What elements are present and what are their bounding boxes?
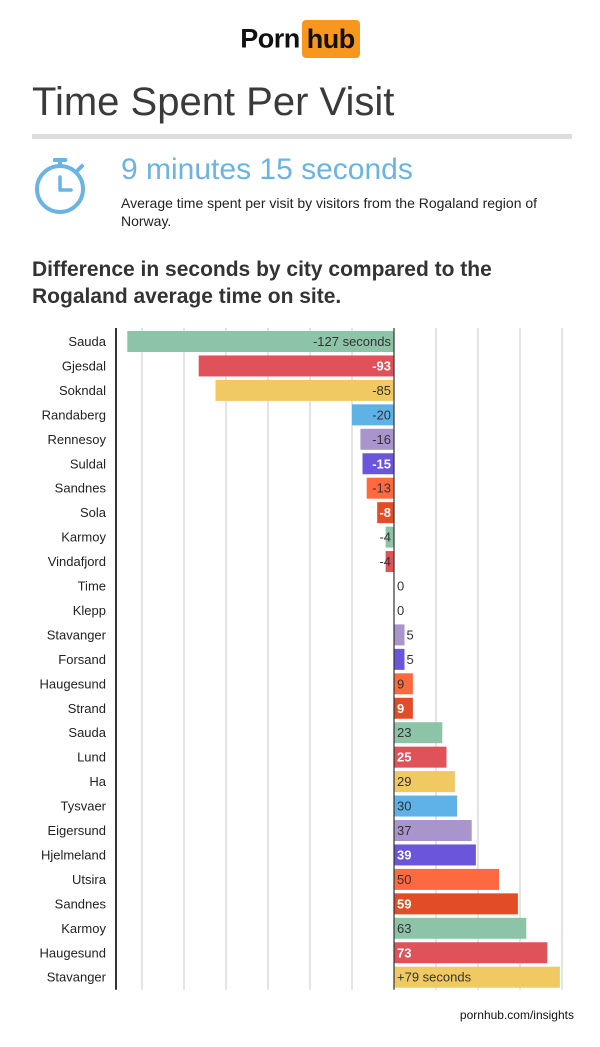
value-label: 29 [397,774,411,789]
bar [198,355,394,377]
value-label: 50 [397,872,411,887]
category-label: Rennesoy [47,432,106,447]
category-label: Karmoy [61,530,106,545]
bar [394,673,413,695]
page-title: Time Spent Per Visit [32,80,395,124]
average-time-description: Average time spent per visit by visitors… [121,195,538,229]
title-divider [32,134,572,139]
category-label: Stavanger [47,627,107,642]
value-label: 30 [397,799,411,814]
bar [362,453,394,475]
value-label: -20 [372,407,391,422]
bar [215,379,394,401]
category-label: Time [78,579,106,594]
category-label: Haugesund [40,945,107,960]
bar [394,820,472,841]
bar [394,722,443,744]
value-label: 9 [397,701,404,716]
average-time-headline: 9 minutes 15 seconds [121,153,413,186]
category-label: Sauda [68,725,106,740]
value-label: 73 [397,945,411,960]
bar [394,795,457,817]
value-label: 63 [397,921,411,936]
value-label: -93 [372,358,391,373]
category-label: Eigersund [47,823,106,838]
value-label: -16 [372,432,391,447]
bar [360,428,394,450]
value-label: -4 [379,530,391,545]
bar [394,917,527,939]
bar [394,771,455,793]
pornhub-logo: Porn hub [0,20,600,58]
category-label: Lund [77,750,106,765]
bar [394,868,499,890]
value-label: -85 [372,383,391,398]
bar [394,648,405,670]
bar [394,697,413,719]
chart-title: Difference in seconds by city compared t… [32,258,492,308]
category-label: Vindafjord [48,554,106,569]
value-label: 0 [397,579,404,594]
category-label: Sauda [68,334,106,349]
value-label: 9 [397,676,404,691]
category-label: Strand [68,701,106,716]
bar [394,746,447,768]
value-label: 5 [407,627,414,642]
bar [394,893,518,915]
category-label: Suldal [70,456,106,471]
value-label: -127 seconds [313,334,392,349]
category-label: Gjesdal [62,358,106,373]
value-label: 39 [397,847,411,862]
value-label: 0 [397,603,404,618]
value-label: -13 [372,481,391,496]
category-label: Sokndal [59,383,106,398]
category-label: Randaberg [42,407,106,422]
category-label: Karmoy [61,921,106,936]
bar [352,404,394,426]
value-label: +79 seconds [397,970,472,985]
bar [394,624,405,646]
category-label: Ha [89,774,106,789]
bar [366,477,394,499]
value-label: -15 [372,456,391,471]
value-label: 5 [407,652,414,667]
category-label: Hjelmeland [41,847,106,862]
bar [127,331,395,352]
bar [377,502,394,524]
value-label: 37 [397,823,411,838]
footer-url: pornhub.com/insights [459,1008,574,1022]
category-label: Utsira [72,872,107,887]
category-label: Stavanger [47,970,107,985]
category-label: Haugesund [40,676,107,691]
bar [385,551,394,573]
value-label: 23 [397,725,411,740]
bar [394,942,548,964]
category-label: Sandnes [55,481,107,496]
value-label: 59 [397,896,411,911]
category-label: Forsand [58,652,106,667]
bar [394,844,476,866]
logo-text-hub: hub [301,20,360,58]
logo-text-porn: Porn [240,23,300,54]
category-label: Sandnes [55,896,107,911]
value-label: 25 [397,750,411,765]
value-label: -8 [379,505,391,520]
category-label: Sola [80,505,107,520]
stopwatch-icon [33,155,87,222]
bar [385,526,394,548]
category-label: Klepp [73,603,106,618]
bar [394,966,560,988]
value-label: -4 [379,554,391,569]
category-label: Tysvaer [60,799,106,814]
